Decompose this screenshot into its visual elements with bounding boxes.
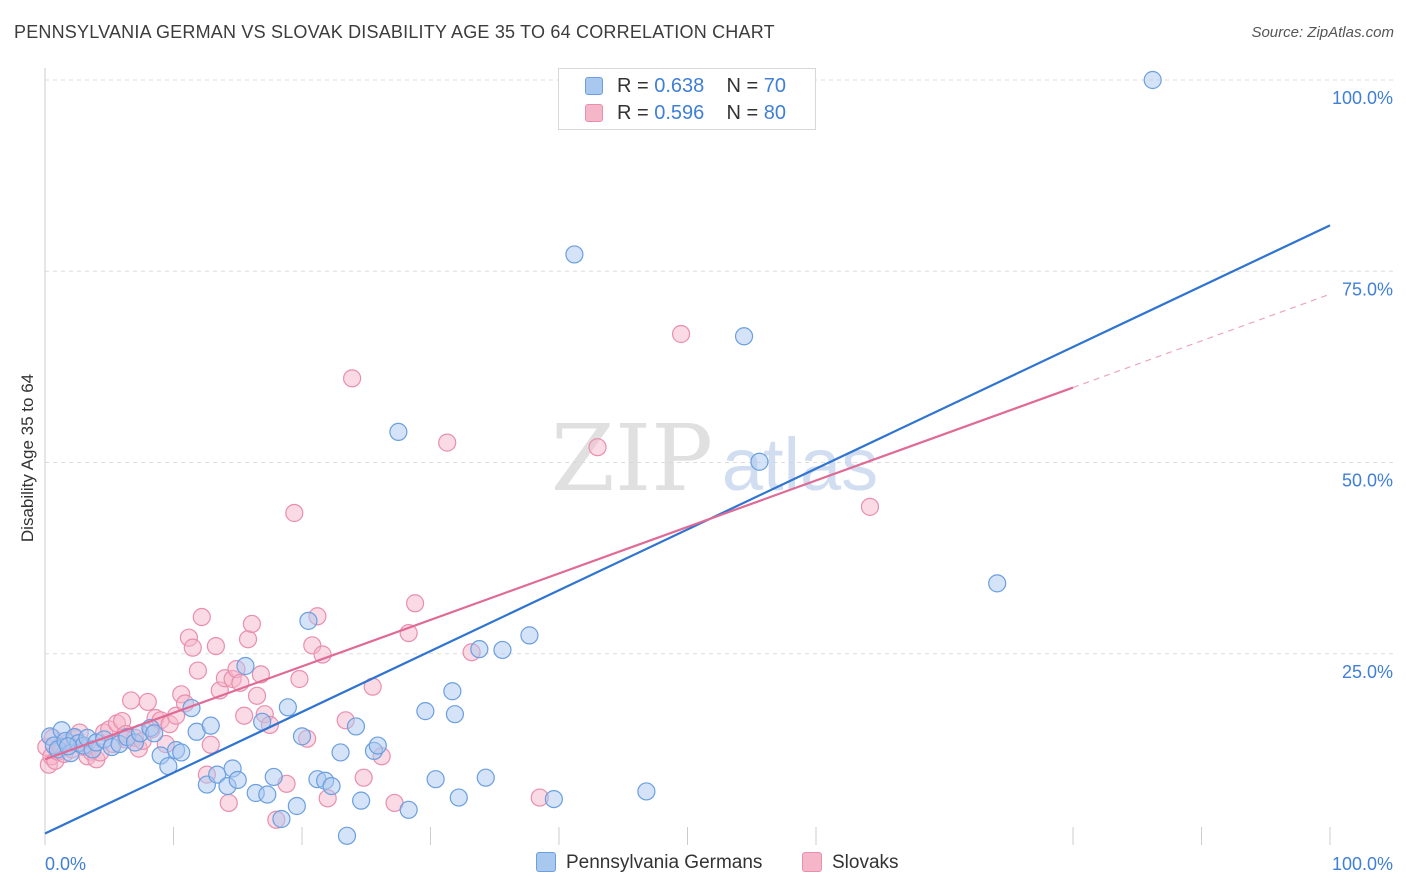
point-pennsylvania-germans (445, 705, 465, 724)
legend-swatch-blue (536, 852, 556, 872)
point-slovaks (247, 686, 267, 705)
point-slovaks (188, 661, 208, 680)
point-pennsylvania-germans (493, 640, 512, 660)
source-label: Source: ZipAtlas.com (1251, 24, 1394, 41)
point-slovaks (206, 636, 226, 656)
legend-n-label: N = (726, 102, 759, 124)
point-pennsylvania-germans (734, 327, 754, 346)
y-tick-label: 75.0% (1342, 279, 1393, 299)
legend-n-label: N = (726, 75, 759, 97)
watermark-zip: ZIP (551, 405, 713, 512)
point-pennsylvania-germans (145, 724, 164, 743)
point-pennsylvania-germans (236, 656, 255, 676)
point-pennsylvania-germans (258, 785, 277, 804)
point-slovaks (860, 497, 880, 516)
point-pennsylvania-germans (1143, 70, 1162, 90)
point-slovaks (343, 369, 362, 388)
point-pennsylvania-germans (637, 782, 656, 801)
trendline-pennsylvania-germans (44, 224, 1331, 835)
point-pennsylvania-germans (399, 800, 418, 819)
y-tick-label: 25.0% (1342, 662, 1393, 682)
tick-labels: 25.0% 50.0% 75.0% 100.0% 0.0% 100.0% (45, 88, 1393, 874)
trendline-slovaks (44, 386, 1074, 761)
point-slovaks (313, 645, 332, 664)
point-pennsylvania-germans (352, 791, 371, 810)
x-tick-label: 100.0% (1332, 854, 1393, 874)
point-pennsylvania-germans (299, 611, 318, 630)
legend-swatch-pink (802, 852, 822, 872)
point-pennsylvania-germans (346, 717, 366, 736)
point-pennsylvania-germans (389, 422, 408, 441)
series-legend: Pennsylvania Germans Slovaks (0, 852, 1406, 878)
point-pennsylvania-germans (272, 809, 291, 829)
point-pennsylvania-germans (520, 626, 539, 645)
y-tick-label: 50.0% (1342, 471, 1393, 491)
point-pennsylvania-germans (322, 776, 341, 796)
point-pennsylvania-germans (228, 770, 247, 790)
point-pennsylvania-germans (368, 736, 387, 755)
legend-label-blue: Pennsylvania Germans (566, 852, 763, 873)
point-slovaks (201, 735, 220, 754)
point-pennsylvania-germans (544, 789, 563, 809)
point-slovaks (285, 503, 304, 523)
legend-item-pennsylvania-germans: Pennsylvania Germans (536, 852, 762, 874)
point-slovaks (242, 614, 261, 634)
trendline-slovaks-extension (1072, 293, 1331, 389)
point-slovaks (219, 793, 238, 813)
chart-title: PENNSYLVANIA GERMAN VS SLOVAK DISABILITY… (14, 22, 775, 42)
point-slovaks (290, 669, 309, 689)
legend-r-label: R = (617, 75, 649, 97)
point-slovaks (138, 692, 157, 712)
y-tick-label: 100.0% (1332, 88, 1393, 108)
correlation-legend: R = 0.638 N = 70 R = 0.596 N = 80 (558, 68, 816, 130)
point-pennsylvania-germans (750, 452, 769, 471)
point-pennsylvania-germans (416, 702, 435, 721)
trendlines (44, 224, 1331, 835)
legend-n-value: 80 (763, 102, 787, 124)
legend-swatch-pink (585, 104, 603, 122)
point-pennsylvania-germans (426, 770, 445, 789)
point-pennsylvania-germans (470, 640, 489, 659)
point-pennsylvania-germans (988, 574, 1007, 593)
legend-r-label: R = (617, 102, 649, 124)
point-slovaks (183, 638, 202, 657)
point-slovaks (121, 691, 141, 710)
point-pennsylvania-germans (337, 826, 357, 845)
gridlines (45, 79, 1394, 655)
point-slovaks (671, 324, 691, 344)
point-pennsylvania-germans (565, 245, 584, 264)
axes (44, 68, 1331, 845)
point-slovaks (438, 433, 457, 452)
legend-r-value: 0.638 (654, 75, 705, 97)
x-tick-label: 0.0% (45, 854, 86, 874)
point-pennsylvania-germans (201, 716, 220, 735)
point-slovaks (588, 438, 607, 457)
legend-item-slovaks: Slovaks (802, 852, 899, 874)
point-pennsylvania-germans (476, 768, 495, 787)
point-slovaks (238, 630, 258, 649)
point-pennsylvania-germans (443, 682, 462, 701)
point-pennsylvania-germans (172, 743, 191, 762)
point-slovaks (354, 768, 373, 787)
point-pennsylvania-germans (449, 788, 468, 807)
point-pennsylvania-germans (292, 727, 312, 746)
point-pennsylvania-germans (278, 698, 297, 717)
legend-swatch-blue (585, 77, 603, 95)
point-slovaks (235, 706, 254, 725)
point-slovaks (192, 607, 211, 627)
point-pennsylvania-germans (331, 743, 350, 762)
point-pennsylvania-germans (208, 765, 227, 784)
legend-label-pink: Slovaks (832, 852, 899, 873)
point-slovaks (405, 594, 425, 613)
point-pennsylvania-germans (264, 767, 283, 787)
watermark-atlas: atlas (722, 423, 878, 506)
legend-n-value: 70 (763, 75, 787, 97)
point-pennsylvania-germans (287, 796, 306, 816)
legend-r-value: 0.596 (654, 102, 705, 124)
